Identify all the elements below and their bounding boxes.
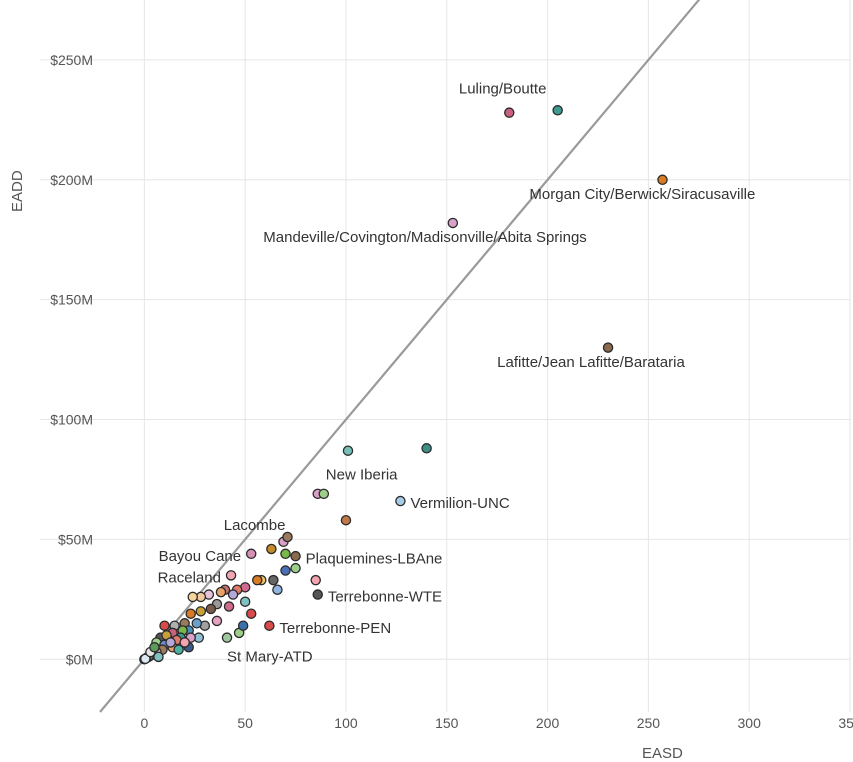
- x-tick-label: 200: [536, 715, 560, 731]
- reference-line-y-equals-x: [99, 0, 701, 713]
- data-point: [239, 596, 251, 607]
- data-point: [221, 632, 233, 643]
- point-label: New Iberia: [326, 466, 398, 483]
- data-point: [149, 642, 160, 653]
- point-label: Terrebonne-WTE: [328, 589, 442, 606]
- point-label: St Mary-ATD: [227, 649, 313, 666]
- data-point: [504, 107, 515, 118]
- x-tick-labels: 0 50 100 150 200 250 300 350: [140, 715, 853, 731]
- x-tick-label: 150: [435, 715, 459, 731]
- data-point: [310, 574, 321, 586]
- x-tick-label: 250: [637, 715, 661, 731]
- data-point: [264, 620, 275, 631]
- data-point: [312, 589, 323, 600]
- data-point: [395, 495, 406, 507]
- data-point: [195, 606, 207, 617]
- data-point: [205, 603, 217, 615]
- x-tick-label: 50: [237, 715, 253, 731]
- data-point: [280, 565, 291, 576]
- y-tick-labels: $0M $50M $100M $150M $200M $250M: [50, 52, 93, 667]
- point-label: Raceland: [158, 570, 221, 587]
- x-axis-title: EASD: [642, 745, 683, 762]
- data-point: [421, 443, 432, 454]
- y-tick-label: $50M: [58, 531, 93, 547]
- data-point: [227, 589, 239, 600]
- x-tick-label: 0: [140, 715, 148, 731]
- data-point: [215, 586, 227, 598]
- point-label: Lafitte/Jean Lafitte/Barataria: [497, 354, 685, 371]
- data-point: [187, 591, 198, 603]
- y-tick-label: $200M: [50, 172, 93, 188]
- y-tick-label: $150M: [50, 292, 93, 308]
- data-point: [657, 174, 668, 186]
- grid-layer: [40, 0, 851, 712]
- data-point: [159, 620, 170, 631]
- data-point: [165, 637, 176, 648]
- data-point: [153, 651, 164, 663]
- data-point: [266, 543, 277, 555]
- data-point: [290, 550, 301, 562]
- y-tick-label: $100M: [50, 412, 93, 428]
- data-point: [282, 531, 293, 543]
- point-label: Morgan City/Berwick/Siracusaville: [529, 186, 755, 203]
- data-point: [602, 342, 614, 353]
- data-point: [211, 615, 223, 627]
- data-point: [185, 608, 196, 619]
- data-point: [245, 608, 257, 619]
- y-axis-title: EADD: [9, 170, 26, 212]
- data-point: [318, 488, 330, 500]
- point-label: Vermilion-UNC: [410, 495, 509, 512]
- point-label: Plaquemines-LBAne: [306, 550, 443, 567]
- data-point: [552, 105, 563, 116]
- x-tick-label: 300: [738, 715, 762, 731]
- point-label: Luling/Boutte: [459, 80, 547, 97]
- data-point: [173, 644, 184, 655]
- data-point: [268, 574, 279, 586]
- data-point: [447, 217, 459, 229]
- data-point: [340, 514, 352, 526]
- point-label: Terrebonne-PEN: [279, 620, 391, 637]
- y-tick-label: $0M: [66, 651, 93, 667]
- x-tick-label: 350: [838, 715, 853, 731]
- point-label: Bayou Cane: [159, 548, 242, 565]
- x-tick-label: 100: [334, 715, 358, 731]
- data-point: [179, 637, 190, 648]
- data-point: [237, 620, 249, 631]
- y-tick-label: $250M: [50, 52, 93, 68]
- data-point: [191, 618, 203, 629]
- points-layer: [139, 105, 668, 665]
- point-label: Mandeville/Covington/Madisonville/Abita …: [263, 229, 587, 246]
- data-point: [223, 601, 235, 612]
- point-label: Lacombe: [224, 517, 286, 534]
- data-point: [272, 584, 283, 595]
- data-point: [342, 445, 354, 456]
- data-point: [280, 548, 291, 560]
- data-point: [225, 570, 237, 581]
- point-labels-layer: Luling/Boutte Morgan City/Berwick/Siracus…: [158, 80, 756, 665]
- data-point: [290, 562, 301, 574]
- data-point: [245, 548, 257, 560]
- data-point: [252, 574, 263, 586]
